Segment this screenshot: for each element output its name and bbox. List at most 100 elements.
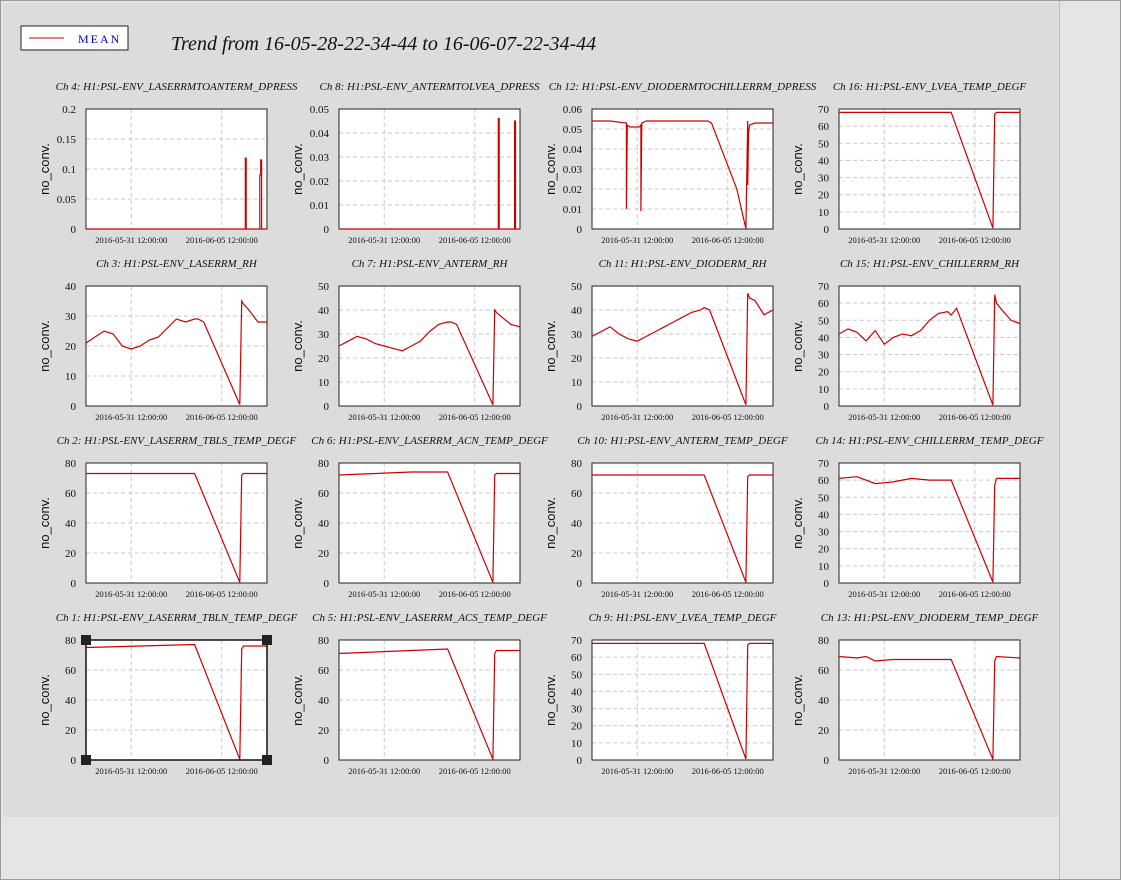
y-tick-label: 20 xyxy=(65,341,77,353)
chart-16: 0 20 40 60 80 2016-05-31 12:00:00 2016-06-05 1… xyxy=(790,612,1039,776)
x-tick-label: 2016-05-31 12:00:00 xyxy=(348,589,420,599)
chart-12: 0 10 20 30 40 50 60 70 2016-05-31 12:00:00 2016-0… xyxy=(790,435,1044,599)
series-line xyxy=(838,476,1020,583)
y-tick-label: 0.02 xyxy=(310,176,329,188)
chart-title: Ch 15: H1:PSL-ENV_CHILLERRM_RH xyxy=(840,258,1020,270)
y-tick-label: 50 xyxy=(318,281,330,293)
y-tick-label: 80 xyxy=(65,635,77,647)
plot-frame xyxy=(591,462,774,584)
y-axis-label: no_conv. xyxy=(543,497,558,549)
x-tick-label: 2016-05-31 12:00:00 xyxy=(601,412,673,422)
x-tick-label: 2016-06-05 12:00:00 xyxy=(692,412,764,422)
y-tick-label: 0 xyxy=(577,578,583,590)
x-tick-label: 2016-05-31 12:00:00 xyxy=(848,589,920,599)
plot-frame xyxy=(591,285,774,407)
y-axis-label: no_conv. xyxy=(290,320,305,372)
y-tick-label: 40 xyxy=(818,695,830,707)
series-line xyxy=(85,298,267,405)
y-tick-label: 30 xyxy=(65,311,77,323)
y-axis-label: no_conv. xyxy=(37,674,52,726)
x-tick-label: 2016-05-31 12:00:00 xyxy=(848,235,920,245)
y-tick-label: 80 xyxy=(65,458,77,470)
y-axis-label: no_conv. xyxy=(290,497,305,549)
y-tick-label: 60 xyxy=(818,298,830,310)
y-tick-label: 40 xyxy=(818,155,830,167)
y-tick-label: 30 xyxy=(318,329,330,341)
resize-handle xyxy=(81,635,91,645)
chart-title: Ch 9: H1:PSL-ENV_LVEA_TEMP_DEGF xyxy=(589,612,777,624)
y-tick-label: 0.05 xyxy=(57,194,77,206)
x-tick-label: 2016-06-05 12:00:00 xyxy=(939,589,1011,599)
y-tick-label: 20 xyxy=(571,721,583,733)
x-tick-label: 2016-05-31 12:00:00 xyxy=(601,589,673,599)
legend-box: MEAN xyxy=(20,25,129,51)
y-axis-label: no_conv. xyxy=(790,320,805,372)
chart-11: 0 20 40 60 80 2016-05-31 12:00:00 2016-06-05 1… xyxy=(543,435,788,599)
y-axis-label: no_conv. xyxy=(790,497,805,549)
chart-title: Ch 2: H1:PSL-ENV_LASERRM_TBLS_TEMP_DEGF xyxy=(57,435,297,447)
y-tick-label: 0 xyxy=(824,578,830,590)
y-tick-label: 30 xyxy=(818,173,830,185)
y-tick-label: 0 xyxy=(577,401,583,413)
y-axis-label: no_conv. xyxy=(790,674,805,726)
y-tick-label: 0 xyxy=(71,224,77,236)
y-tick-label: 10 xyxy=(818,384,830,396)
y-axis-label: no_conv. xyxy=(543,320,558,372)
x-tick-label: 2016-06-05 12:00:00 xyxy=(186,766,258,776)
charts-layer: 0 0.05 0.1 0.15 0.2 2016-05-31 12:00:00 2016-0… xyxy=(37,81,1044,776)
chart-title: Ch 3: H1:PSL-ENV_LASERRM_RH xyxy=(96,258,258,270)
x-tick-label: 2016-05-31 12:00:00 xyxy=(601,766,673,776)
x-tick-label: 2016-05-31 12:00:00 xyxy=(348,766,420,776)
plot-frame xyxy=(85,285,268,407)
x-tick-label: 2016-06-05 12:00:00 xyxy=(439,412,511,422)
y-tick-label: 80 xyxy=(571,458,583,470)
y-tick-label: 40 xyxy=(318,695,330,707)
y-tick-label: 40 xyxy=(65,518,77,530)
y-axis-label: no_conv. xyxy=(37,143,52,195)
y-tick-label: 0.03 xyxy=(563,164,583,176)
x-tick-label: 2016-05-31 12:00:00 xyxy=(95,412,167,422)
plot-frame xyxy=(838,108,1021,230)
y-tick-label: 0.2 xyxy=(62,104,76,116)
chart-title: Ch 5: H1:PSL-ENV_LASERRM_ACS_TEMP_DEGF xyxy=(312,612,547,624)
y-tick-label: 10 xyxy=(818,561,830,573)
side-panel xyxy=(1059,0,1121,880)
plot-frame xyxy=(838,285,1021,407)
series-line xyxy=(338,471,520,583)
y-axis-label: no_conv. xyxy=(790,143,805,195)
y-tick-label: 0 xyxy=(824,401,830,413)
chart-7: 0 10 20 30 40 50 2016-05-31 12:00:00 2016-06-05… xyxy=(543,258,774,422)
y-tick-label: 0 xyxy=(71,401,77,413)
y-tick-label: 0.15 xyxy=(57,134,77,146)
y-tick-label: 20 xyxy=(318,353,330,365)
y-tick-label: 60 xyxy=(818,121,830,133)
chart-title: Ch 16: H1:PSL-ENV_LVEA_TEMP_DEGF xyxy=(833,81,1027,93)
y-tick-label: 0.04 xyxy=(310,128,330,140)
series-line xyxy=(592,120,773,229)
y-tick-label: 20 xyxy=(818,544,830,556)
plot-frame xyxy=(838,462,1021,584)
y-tick-label: 40 xyxy=(571,518,583,530)
y-axis-label: no_conv. xyxy=(37,497,52,549)
y-tick-label: 30 xyxy=(571,329,583,341)
y-tick-label: 20 xyxy=(571,548,583,560)
y-tick-label: 20 xyxy=(318,725,330,737)
y-tick-label: 60 xyxy=(818,665,830,677)
plot-background xyxy=(86,109,267,229)
chart-6: 0 10 20 30 40 50 2016-05-31 12:00:00 2016-06-05… xyxy=(290,258,521,422)
plot-background xyxy=(839,463,1020,583)
series-line xyxy=(592,642,773,760)
resize-handle xyxy=(81,755,91,765)
chart-13: 0 20 40 60 80 2016-05-31 12:00:00 2016-06-05 1… xyxy=(37,612,297,776)
y-tick-label: 80 xyxy=(318,635,330,647)
y-tick-label: 0 xyxy=(824,224,830,236)
y-tick-label: 0.05 xyxy=(563,124,583,136)
plot-background xyxy=(592,640,773,760)
y-axis-label: no_conv. xyxy=(290,143,305,195)
chart-10: 0 20 40 60 80 2016-05-31 12:00:00 2016-06-05 1… xyxy=(290,435,548,599)
y-tick-label: 20 xyxy=(65,548,77,560)
y-tick-label: 40 xyxy=(65,281,77,293)
y-tick-label: 40 xyxy=(571,686,583,698)
y-tick-label: 60 xyxy=(571,488,583,500)
